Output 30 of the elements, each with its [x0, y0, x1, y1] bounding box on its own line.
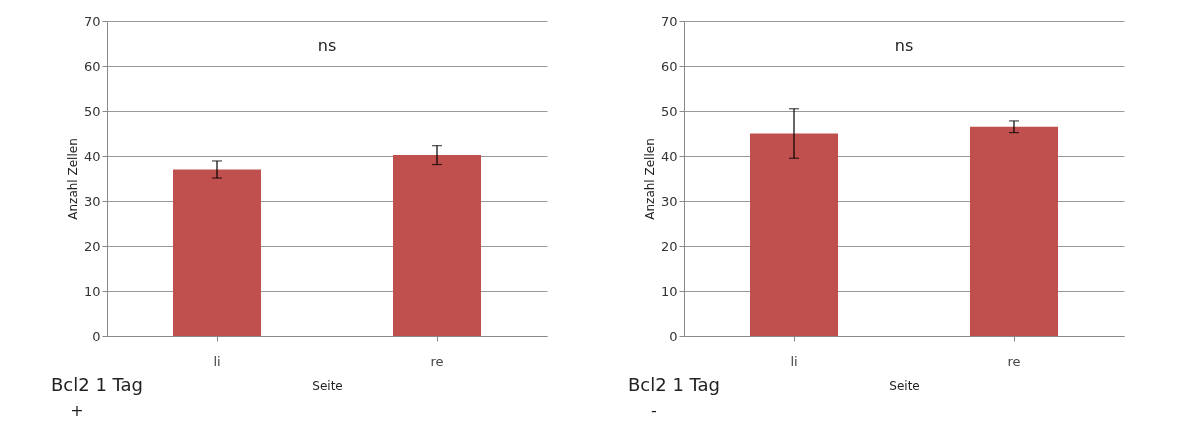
y-tick-label: 30 — [83, 193, 101, 209]
text: + — [70, 401, 84, 420]
text: Bcl2 1 Tag — [50, 374, 144, 395]
y-tick-label: 20 — [660, 238, 678, 254]
y-tick-label: 70 — [83, 13, 101, 29]
y-axis-title: Anzahl Zellen — [642, 138, 657, 220]
text: Bcl2 1 Tag — [627, 374, 721, 395]
x-tick-label: li — [213, 353, 221, 369]
annotation: ns — [894, 36, 914, 55]
y-tick-label: 20 — [83, 238, 101, 254]
x-axis-title: Seite — [889, 378, 920, 393]
y-axis-title: Anzahl Zellen — [65, 138, 80, 220]
text: - — [651, 401, 657, 420]
x-axis-title: Seite — [312, 378, 343, 393]
y-tick-label: 0 — [669, 328, 678, 344]
y-tick-label: 30 — [660, 193, 678, 209]
y-tick-label: 60 — [83, 58, 101, 74]
x-tick-label: re — [1007, 353, 1021, 369]
x-tick-label: li — [790, 353, 798, 369]
annotation: ns — [317, 36, 337, 55]
y-tick-label: 0 — [92, 328, 101, 344]
y-tick-label: 10 — [83, 283, 101, 299]
y-tick-label: 50 — [660, 103, 678, 119]
y-tick-label: 10 — [660, 283, 678, 299]
x-tick-label: re — [430, 353, 444, 369]
y-tick-label: 40 — [660, 148, 678, 164]
y-tick-label: 40 — [83, 148, 101, 164]
y-tick-label: 70 — [660, 13, 678, 29]
y-tick-label: 60 — [660, 58, 678, 74]
y-tick-label: 50 — [83, 103, 101, 119]
